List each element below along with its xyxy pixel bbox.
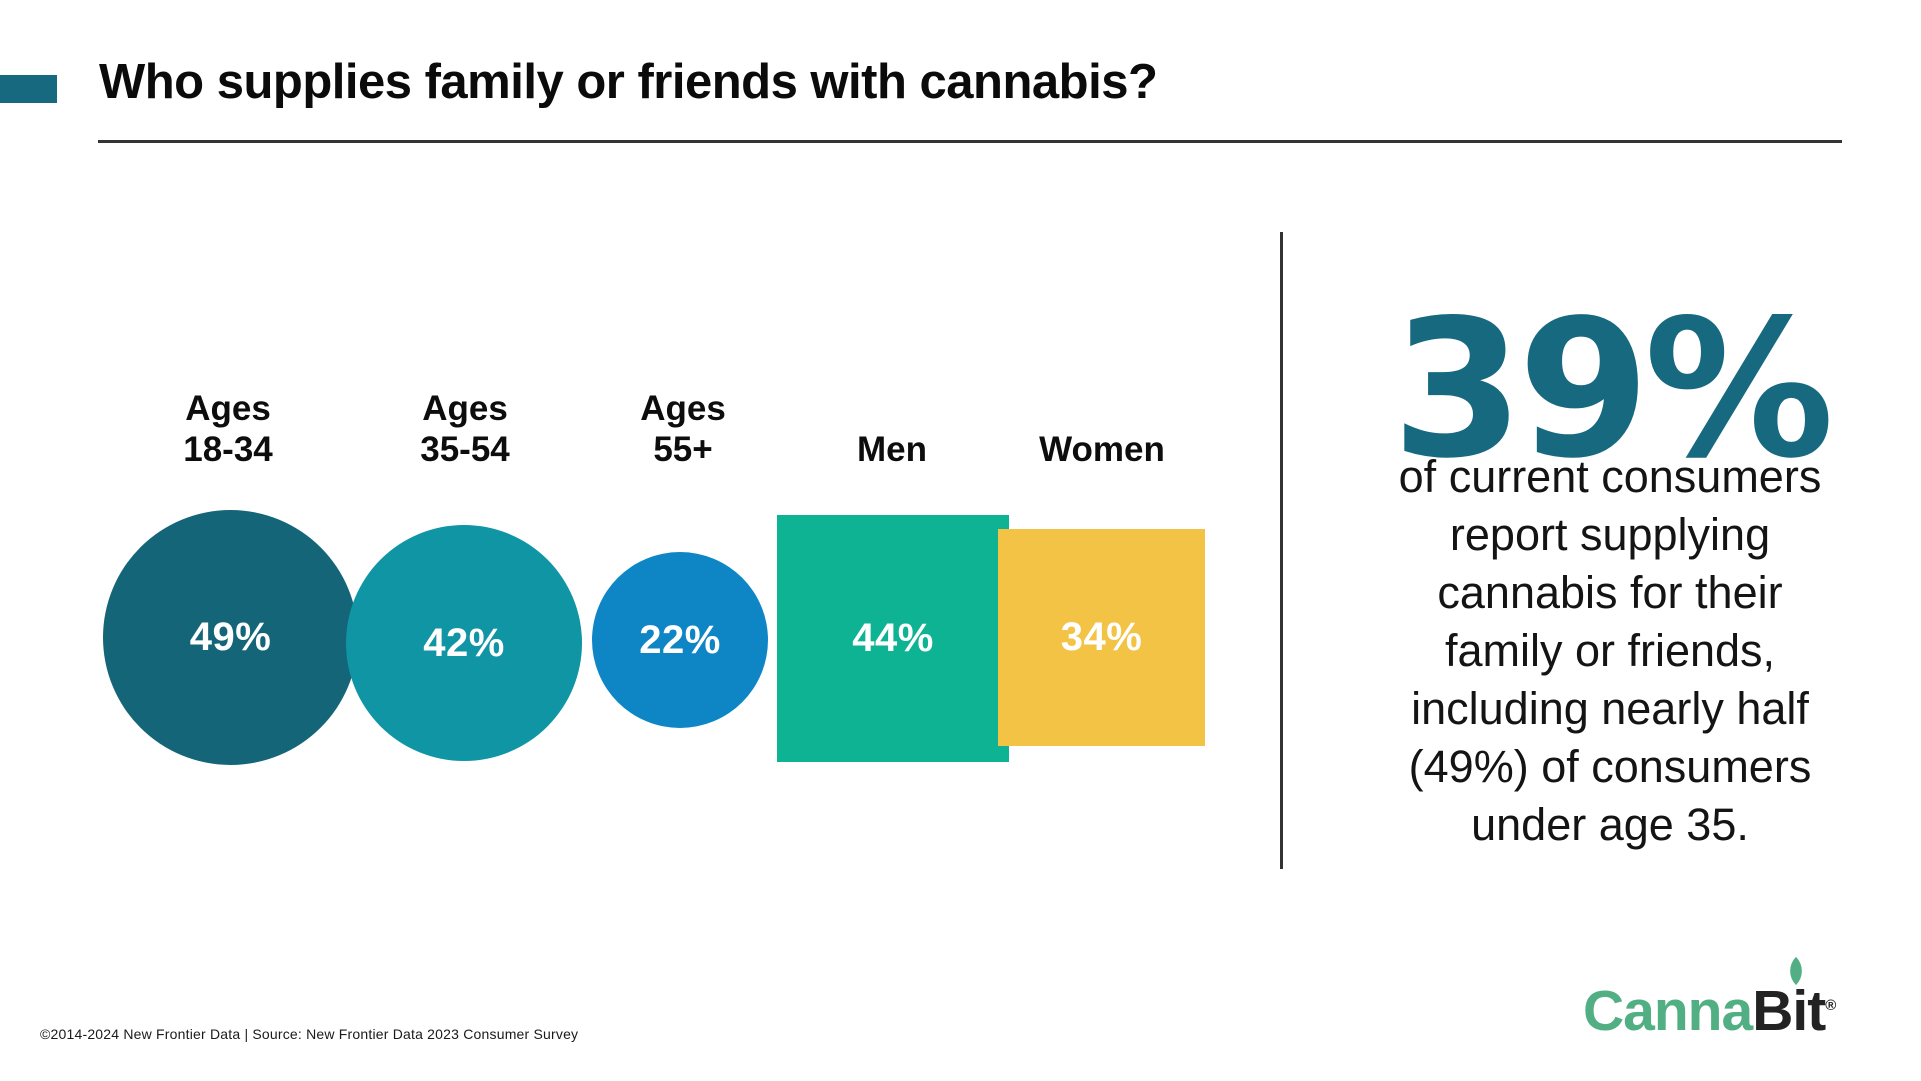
square-women: 34% [998, 529, 1205, 746]
bubble-ages-55plus: 22% [592, 552, 768, 728]
label-women: Women [977, 388, 1227, 470]
page-title: Who supplies family or friends with cann… [99, 55, 1158, 109]
label-ages-35-54: Ages 35-54 [340, 388, 590, 470]
vertical-divider [1280, 232, 1283, 869]
title-underline [98, 140, 1842, 143]
logo-text-bit: Bit [1752, 979, 1826, 1043]
value-label: 49% [189, 615, 272, 659]
label-ages-55plus: Ages 55+ [558, 388, 808, 470]
label-line: Ages [422, 389, 508, 428]
label-line: Ages [640, 389, 726, 428]
value-label: 34% [1060, 615, 1143, 659]
label-line: Women [1039, 430, 1165, 469]
bubble-ages-35-54: 42% [346, 525, 582, 761]
logo-text-canna: Canna [1583, 979, 1753, 1043]
source-attribution: ©2014-2024 New Frontier Data | Source: N… [40, 1026, 579, 1042]
value-label: 44% [852, 616, 934, 660]
callout-line: of current consumers [1398, 451, 1822, 502]
label-men: Men [767, 388, 1017, 470]
value-label: 22% [639, 617, 721, 662]
callout-line: including nearly half [1411, 683, 1809, 734]
label-ages-18-34: Ages 18-34 [103, 388, 353, 470]
square-men: 44% [777, 515, 1009, 762]
callout-line: under age 35. [1471, 799, 1749, 850]
callout-line: (49%) of consumers [1408, 741, 1812, 792]
label-line: 55+ [653, 430, 713, 469]
value-label: 42% [423, 620, 505, 665]
cannabit-logo: CannaBit® [1583, 956, 1837, 1044]
label-line: Ages [185, 389, 271, 428]
stat-39-percent: 39% [1391, 279, 1835, 500]
title-accent-bar [0, 75, 57, 103]
callout-line: cannabis for their [1437, 567, 1783, 618]
label-line: Men [857, 430, 927, 469]
callout-line: family or friends, [1444, 625, 1776, 676]
callout-text: of current consumers report supplying ca… [1310, 448, 1910, 854]
label-line: 35-54 [420, 430, 510, 469]
bubble-ages-18-34: 49% [103, 510, 358, 765]
label-line: 18-34 [183, 430, 273, 469]
registered-mark: ® [1825, 997, 1837, 1014]
callout-line: report supplying [1449, 509, 1771, 560]
